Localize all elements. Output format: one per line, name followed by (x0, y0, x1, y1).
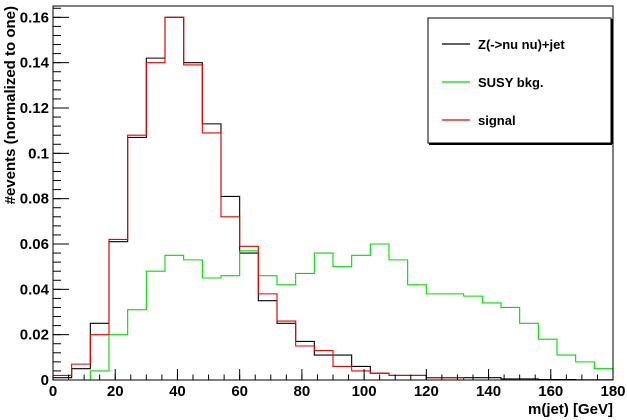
legend-label-2: signal (478, 113, 516, 128)
y-tick-label: 0.12 (20, 100, 49, 117)
histogram-series-2 (52, 16, 613, 381)
y-tick-label: 0.16 (20, 9, 49, 26)
y-axis-label: #events (normalized to one) (2, 6, 19, 204)
legend: Z(->nu nu)+jet SUSY bkg. signal (427, 17, 613, 145)
legend-box (427, 17, 612, 144)
y-tick-label: 0.08 (20, 191, 49, 208)
x-tick-label: 100 (352, 383, 377, 400)
y-tick-label: 0.06 (20, 236, 49, 253)
histogram-series-1 (53, 243, 614, 381)
y-tick-label: 0.14 (20, 55, 50, 72)
legend-label-1: SUSY bkg. (478, 75, 544, 90)
x-axis-label: m(jet) [GeV] (528, 401, 613, 418)
y-tick-label: 0.02 (20, 327, 49, 344)
x-tick-label: 180 (600, 383, 625, 400)
x-tick-label: 60 (231, 383, 248, 400)
x-tick-label: 40 (169, 383, 186, 400)
x-tick-label: 80 (294, 383, 311, 400)
x-tick-label: 160 (538, 383, 563, 400)
x-tick-label: 20 (107, 383, 124, 400)
x-tick-label: 120 (414, 383, 439, 400)
y-tick-label: 0 (41, 372, 49, 389)
legend-label-0: Z(->nu nu)+jet (478, 37, 565, 52)
y-tick-label: 0.1 (28, 145, 49, 162)
x-tick-label: 140 (476, 383, 501, 400)
ticks-group: 0 20 40 60 80 100 120 140 160 180 0 0.02 0.04 0.06 0.0… (20, 7, 626, 400)
x-tick-label: 0 (49, 383, 57, 400)
y-tick-label: 0.04 (20, 281, 50, 298)
